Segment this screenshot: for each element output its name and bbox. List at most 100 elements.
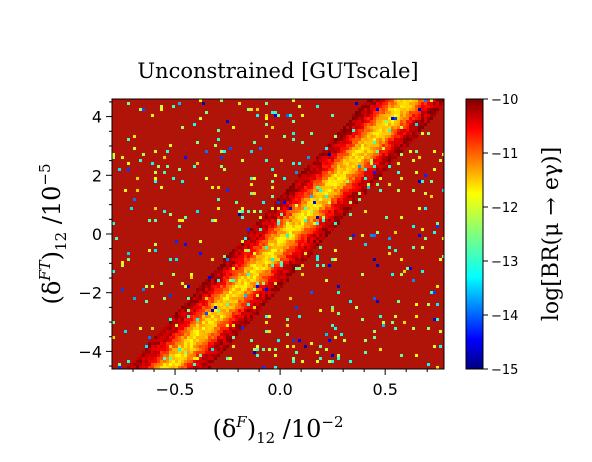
heatmap-cell (376, 105, 379, 108)
heatmap-cell (235, 246, 238, 249)
heatmap-cell (214, 348, 217, 351)
heatmap-cell (406, 141, 409, 144)
heatmap-cell (196, 342, 199, 345)
heatmap-cell (343, 162, 346, 165)
heatmap-cell (277, 276, 280, 279)
heatmap-cell (343, 174, 346, 177)
heatmap-cell (283, 237, 286, 240)
heatmap-cell (178, 357, 181, 360)
heatmap-cell (367, 183, 370, 186)
heatmap-cell (409, 267, 412, 270)
heatmap-cell (238, 249, 241, 252)
heatmap-cell (328, 168, 331, 171)
heatmap-cell (283, 219, 286, 222)
heatmap-cell (394, 156, 397, 159)
heatmap-cell (304, 240, 307, 243)
heatmap-cell (298, 231, 301, 234)
heatmap-cell (250, 234, 253, 237)
heatmap-cell (199, 342, 202, 345)
heatmap-cell (319, 198, 322, 201)
heatmap-cell (301, 180, 304, 183)
heatmap-cell (145, 360, 148, 363)
heatmap-cell (214, 330, 217, 333)
heatmap-cell (262, 276, 265, 279)
heatmap-cell (355, 195, 358, 198)
heatmap-cell (229, 315, 232, 318)
heatmap-cell (343, 141, 346, 144)
heatmap-cell (220, 285, 223, 288)
heatmap-cell (250, 237, 253, 240)
heatmap-cell (352, 234, 355, 237)
heatmap-cell (304, 174, 307, 177)
heatmap-cell (241, 300, 244, 303)
heatmap-cell (367, 141, 370, 144)
heatmap-cell (325, 198, 328, 201)
heatmap-cell (199, 336, 202, 339)
heatmap-cell (397, 120, 400, 123)
heatmap-cell (331, 150, 334, 153)
heatmap-cell (223, 333, 226, 336)
heatmap-cell (151, 351, 154, 354)
heatmap-cell (172, 354, 175, 357)
heatmap-cell (238, 279, 241, 282)
heatmap-cell (433, 105, 436, 108)
heatmap-cell (205, 321, 208, 324)
heatmap-cell (241, 303, 244, 306)
heatmap-cell (307, 219, 310, 222)
heatmap-cell (361, 234, 364, 237)
heatmap-cell (208, 336, 211, 339)
heatmap-cell (175, 342, 178, 345)
heatmap-cell (379, 147, 382, 150)
heatmap-cell (250, 291, 253, 294)
heatmap-cell (337, 177, 340, 180)
heatmap-cell (331, 354, 334, 357)
heatmap-cell (355, 102, 358, 105)
heatmap-cell (208, 339, 211, 342)
heatmap-cell (163, 336, 166, 339)
heatmap-cell (298, 264, 301, 267)
heatmap-cell (301, 171, 304, 174)
heatmap-cell (268, 273, 271, 276)
heatmap-cell (277, 231, 280, 234)
heatmap-cell (400, 117, 403, 120)
heatmap-cell (433, 114, 436, 117)
heatmap-cell (256, 309, 259, 312)
heatmap-cell (364, 138, 367, 141)
heatmap-cell (370, 126, 373, 129)
heatmap-cell (295, 171, 298, 174)
heatmap-cell (250, 306, 253, 309)
heatmap-cell (382, 114, 385, 117)
heatmap-cell (325, 210, 328, 213)
heatmap-cell (217, 345, 220, 348)
heatmap-cell (256, 261, 259, 264)
heatmap-cell (319, 204, 322, 207)
heatmap-cell (343, 126, 346, 129)
heatmap-cell (439, 105, 442, 108)
heatmap-cell (280, 249, 283, 252)
heatmap-cell (175, 351, 178, 354)
heatmap-cell (199, 357, 202, 360)
heatmap-cell (373, 111, 376, 114)
heatmap-cell (154, 207, 157, 210)
heatmap-cell (352, 171, 355, 174)
heatmap-cell (223, 327, 226, 330)
heatmap-cell (232, 309, 235, 312)
heatmap-cell (280, 258, 283, 261)
heatmap-cell (232, 288, 235, 291)
heatmap-cell (271, 264, 274, 267)
heatmap-cell (319, 153, 322, 156)
heatmap-cell (226, 294, 229, 297)
heatmap-cell (391, 159, 394, 162)
heatmap-cell (325, 189, 328, 192)
heatmap-cell (307, 249, 310, 252)
heatmap-cell (262, 267, 265, 270)
heatmap-cell (385, 99, 388, 102)
heatmap-cell (277, 216, 280, 219)
heatmap-cell (340, 144, 343, 147)
heatmap-cell (304, 225, 307, 228)
heatmap-cell (238, 291, 241, 294)
heatmap-cell (214, 312, 217, 315)
heatmap-cell (328, 225, 331, 228)
heatmap-cell (436, 285, 439, 288)
heatmap-cell (217, 336, 220, 339)
